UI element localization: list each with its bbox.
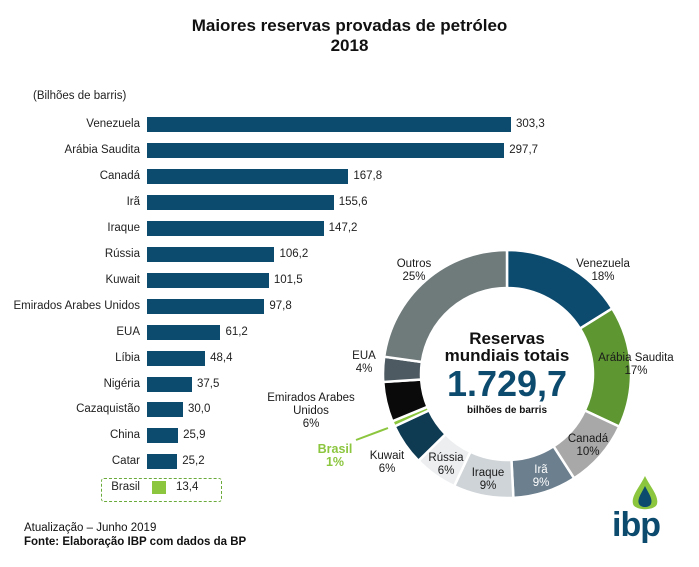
donut-slice-pct-label: 6% bbox=[379, 463, 396, 475]
bar-ir- bbox=[147, 194, 334, 210]
footer-updated: Atualização – Junho 2019 bbox=[24, 522, 157, 534]
bar-value-label: 61,2 bbox=[225, 325, 248, 338]
footer-source: Fonte: Elaboração IBP com dados da BP bbox=[24, 536, 247, 548]
bar-value-label: 13,4 bbox=[176, 481, 199, 494]
bar-category-label: Emirados Arabes Unidos bbox=[13, 299, 140, 312]
donut-center-title: mundiais totais bbox=[445, 346, 570, 365]
bar-category-label: Rússia bbox=[104, 247, 140, 260]
donut-slice-label: Venezuela bbox=[576, 258, 630, 270]
ibp-logo-text: ibp bbox=[612, 506, 661, 544]
bar-eua bbox=[147, 324, 221, 340]
bar-value-label: 147,2 bbox=[328, 221, 358, 234]
bar-brasil bbox=[152, 481, 166, 495]
bar-value-label: 97,8 bbox=[269, 299, 292, 312]
bar-category-label: Brasil bbox=[111, 481, 140, 494]
donut-slice-label: EUA bbox=[352, 350, 376, 362]
bar-ar-bia-saudita bbox=[147, 142, 505, 158]
donut-slice-label: Arábia Saudita bbox=[598, 352, 674, 364]
donut-slice-label: Irã bbox=[534, 464, 548, 476]
bar-value-label: 37,5 bbox=[197, 377, 220, 390]
bar-canad- bbox=[147, 168, 349, 184]
bar-category-label: Líbia bbox=[115, 351, 140, 364]
bar-value-label: 167,8 bbox=[353, 169, 383, 182]
donut-slice-pct-label: 17% bbox=[624, 365, 647, 377]
bar-value-label: 106,2 bbox=[279, 247, 309, 260]
donut-slice-pct-label: 4% bbox=[356, 363, 373, 375]
donut-slice-pct-label: 6% bbox=[438, 465, 455, 477]
bar-value-label: 48,4 bbox=[210, 351, 233, 364]
bar-category-label: EUA bbox=[116, 325, 140, 338]
bar-category-label: Irã bbox=[126, 195, 140, 208]
brasil-highlight-box bbox=[101, 478, 222, 502]
bar-venezuela bbox=[147, 117, 511, 132]
bar-china bbox=[147, 428, 179, 444]
donut-slice-label: Outros bbox=[397, 258, 432, 270]
bar-r-ssia bbox=[147, 246, 275, 262]
donut-center-title: Reservas bbox=[469, 329, 545, 348]
bar-value-label: 25,2 bbox=[182, 455, 205, 468]
bar-value-label: 303,3 bbox=[516, 118, 545, 130]
donut-slice-label: Canadá bbox=[568, 433, 609, 445]
chart-title: Maiores reservas provadas de petróleo bbox=[191, 16, 508, 35]
donut-slice-pct-label: 9% bbox=[533, 477, 550, 489]
donut-slice-outros bbox=[382, 248, 509, 364]
donut-slice-pct-label: 9% bbox=[480, 480, 497, 492]
bar-cazaquist-o bbox=[147, 402, 183, 418]
donut-slice-pct-label: 1% bbox=[326, 455, 344, 469]
donut-slice-pct-label: 6% bbox=[303, 418, 320, 430]
bar-emirados-arabes-unidos bbox=[147, 298, 265, 314]
brasil-leader-line bbox=[355, 427, 389, 441]
bar-category-label: Catar bbox=[111, 455, 140, 468]
bar-category-label: Iraque bbox=[107, 221, 140, 234]
bar-category-label: Arábia Saudita bbox=[64, 143, 140, 156]
bar-value-label: 155,6 bbox=[338, 195, 368, 208]
donut-center-value: 1.729,7 bbox=[447, 363, 567, 404]
bar-iraque bbox=[147, 220, 324, 236]
bar-category-label: Nigéria bbox=[103, 377, 140, 390]
bar-value-label: 25,9 bbox=[183, 429, 206, 442]
bar-category-label: Cazaquistão bbox=[76, 403, 140, 416]
donut-slice-pct-label: 10% bbox=[576, 446, 599, 458]
donut-slice-label: Kuwait bbox=[370, 450, 405, 462]
donut-slice-ar-bia-saudita bbox=[578, 306, 633, 429]
bar-kuwait bbox=[147, 272, 269, 288]
bar-category-label: China bbox=[109, 429, 140, 442]
bar-category-label: Venezuela bbox=[86, 118, 140, 130]
donut-center-unit: bilhões de barris bbox=[467, 405, 547, 416]
unit-label: (Bilhões de barris) bbox=[33, 90, 127, 102]
donut-slice-pct-label: 25% bbox=[402, 271, 425, 283]
bar-value-label: 30,0 bbox=[188, 403, 211, 416]
chart-subtitle-year: 2018 bbox=[330, 36, 369, 55]
donut-slice-label: Brasil bbox=[318, 442, 353, 456]
bar-catar bbox=[147, 454, 178, 470]
bar-category-label: Canadá bbox=[99, 169, 140, 182]
donut-slice-label: Unidos bbox=[293, 405, 329, 417]
bar-l-bia bbox=[147, 350, 206, 366]
donut-slice-pct-label: 18% bbox=[591, 271, 614, 283]
donut-slice-label: Iraque bbox=[472, 467, 505, 479]
bar-value-label: 101,5 bbox=[273, 273, 303, 286]
bar-nig-ria bbox=[147, 376, 192, 392]
bar-value-label: 297,7 bbox=[509, 143, 539, 156]
donut-slice-label: Rússia bbox=[428, 452, 464, 464]
ibp-drop-icon bbox=[632, 476, 658, 510]
bar-category-label: Kuwait bbox=[105, 273, 140, 286]
donut-slice-label: Emirados Arabes bbox=[267, 392, 355, 404]
